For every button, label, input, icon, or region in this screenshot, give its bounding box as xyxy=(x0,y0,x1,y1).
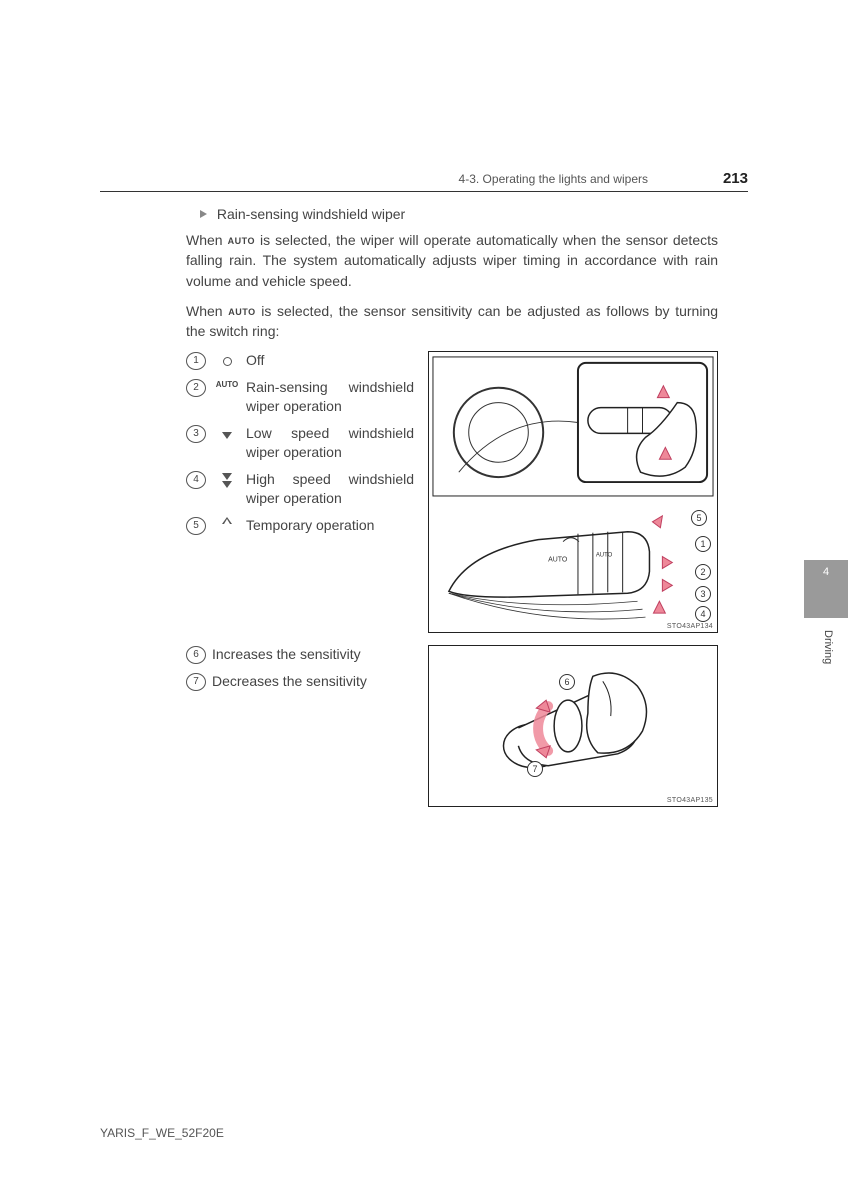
legend-text: Decreases the sensitivity xyxy=(212,672,414,691)
svg-text:AUTO: AUTO xyxy=(596,553,613,559)
legend-list-2: 6 Increases the sensitivity 7 Decreases … xyxy=(186,645,414,815)
paragraph-1: When AUTO is selected, the wiper will op… xyxy=(186,230,718,291)
wiper-diagram-svg: AUTO AUTO xyxy=(429,352,717,632)
paragraph-2: When AUTO is selected, the sensor sensit… xyxy=(186,301,718,342)
figure-sensitivity-ring: 6 7 STO43AP135 xyxy=(428,645,718,807)
subheading-text: Rain-sensing windshield wiper xyxy=(217,206,405,222)
page-header: 4-3. Operating the lights and wipers 213 xyxy=(100,170,748,192)
legend-item-7: 7 Decreases the sensitivity xyxy=(186,672,414,691)
figure-wiper-stalk: AUTO AUTO 5 xyxy=(428,351,718,633)
step-number-icon: 2 xyxy=(186,379,206,397)
figure-code: STO43AP135 xyxy=(667,797,713,804)
auto-label: AUTO xyxy=(228,236,255,246)
legend-list: 1 Off 2 AUTO Rain-sensing windshield wip… xyxy=(186,351,414,641)
secondary-columns: 6 Increases the sensitivity 7 Decreases … xyxy=(186,645,718,815)
ring-diagram-svg xyxy=(429,646,717,806)
legend-item-3: 3 Low speed windshield wiper operation xyxy=(186,424,414,462)
section-label: 4-3. Operating the lights and wipers xyxy=(459,172,648,186)
low-symbol-icon xyxy=(212,426,242,442)
step-number-icon: 6 xyxy=(186,646,206,664)
page-content: 4-3. Operating the lights and wipers 213… xyxy=(100,170,748,815)
main-columns: 1 Off 2 AUTO Rain-sensing windshield wip… xyxy=(186,351,718,641)
step-number-icon: 3 xyxy=(186,425,206,443)
chapter-number: 4 xyxy=(823,566,829,578)
legend-item-6: 6 Increases the sensitivity xyxy=(186,645,414,664)
off-symbol-icon xyxy=(212,353,242,369)
step-number-icon: 4 xyxy=(186,471,206,489)
legend-text: Increases the sensitivity xyxy=(212,645,414,664)
step-number-icon: 7 xyxy=(186,673,206,691)
chapter-tab: 4 xyxy=(804,560,848,618)
auto-symbol-icon: AUTO xyxy=(212,380,242,389)
triangle-bullet-icon xyxy=(200,210,207,218)
legend-item-5: 5 Temporary operation xyxy=(186,516,414,535)
chapter-label: Driving xyxy=(822,630,834,664)
step-number-icon: 5 xyxy=(186,517,206,535)
figure-code: STO43AP134 xyxy=(667,623,713,630)
footer-code: YARIS_F_WE_52F20E xyxy=(100,1126,224,1140)
high-symbol-icon xyxy=(212,472,242,488)
figure-column-2: 6 7 STO43AP135 xyxy=(428,645,718,815)
legend-text: Rain-sensing windshield wiper operation xyxy=(246,378,414,416)
legend-text: Low speed windshield wiper operation xyxy=(246,424,414,462)
legend-item-4: 4 High speed windshield wiper operation xyxy=(186,470,414,508)
figure-column: AUTO AUTO 5 xyxy=(428,351,718,641)
temp-symbol-icon xyxy=(212,518,242,534)
legend-text: Off xyxy=(246,351,414,370)
auto-label: AUTO xyxy=(228,307,255,317)
subheading: Rain-sensing windshield wiper xyxy=(200,206,748,222)
page-number: 213 xyxy=(708,170,748,187)
legend-item-1: 1 Off xyxy=(186,351,414,370)
legend-text: High speed windshield wiper operation xyxy=(246,470,414,508)
svg-text:AUTO: AUTO xyxy=(548,557,568,564)
step-number-icon: 1 xyxy=(186,352,206,370)
legend-item-2: 2 AUTO Rain-sensing windshield wiper ope… xyxy=(186,378,414,416)
legend-text: Temporary operation xyxy=(246,516,414,535)
